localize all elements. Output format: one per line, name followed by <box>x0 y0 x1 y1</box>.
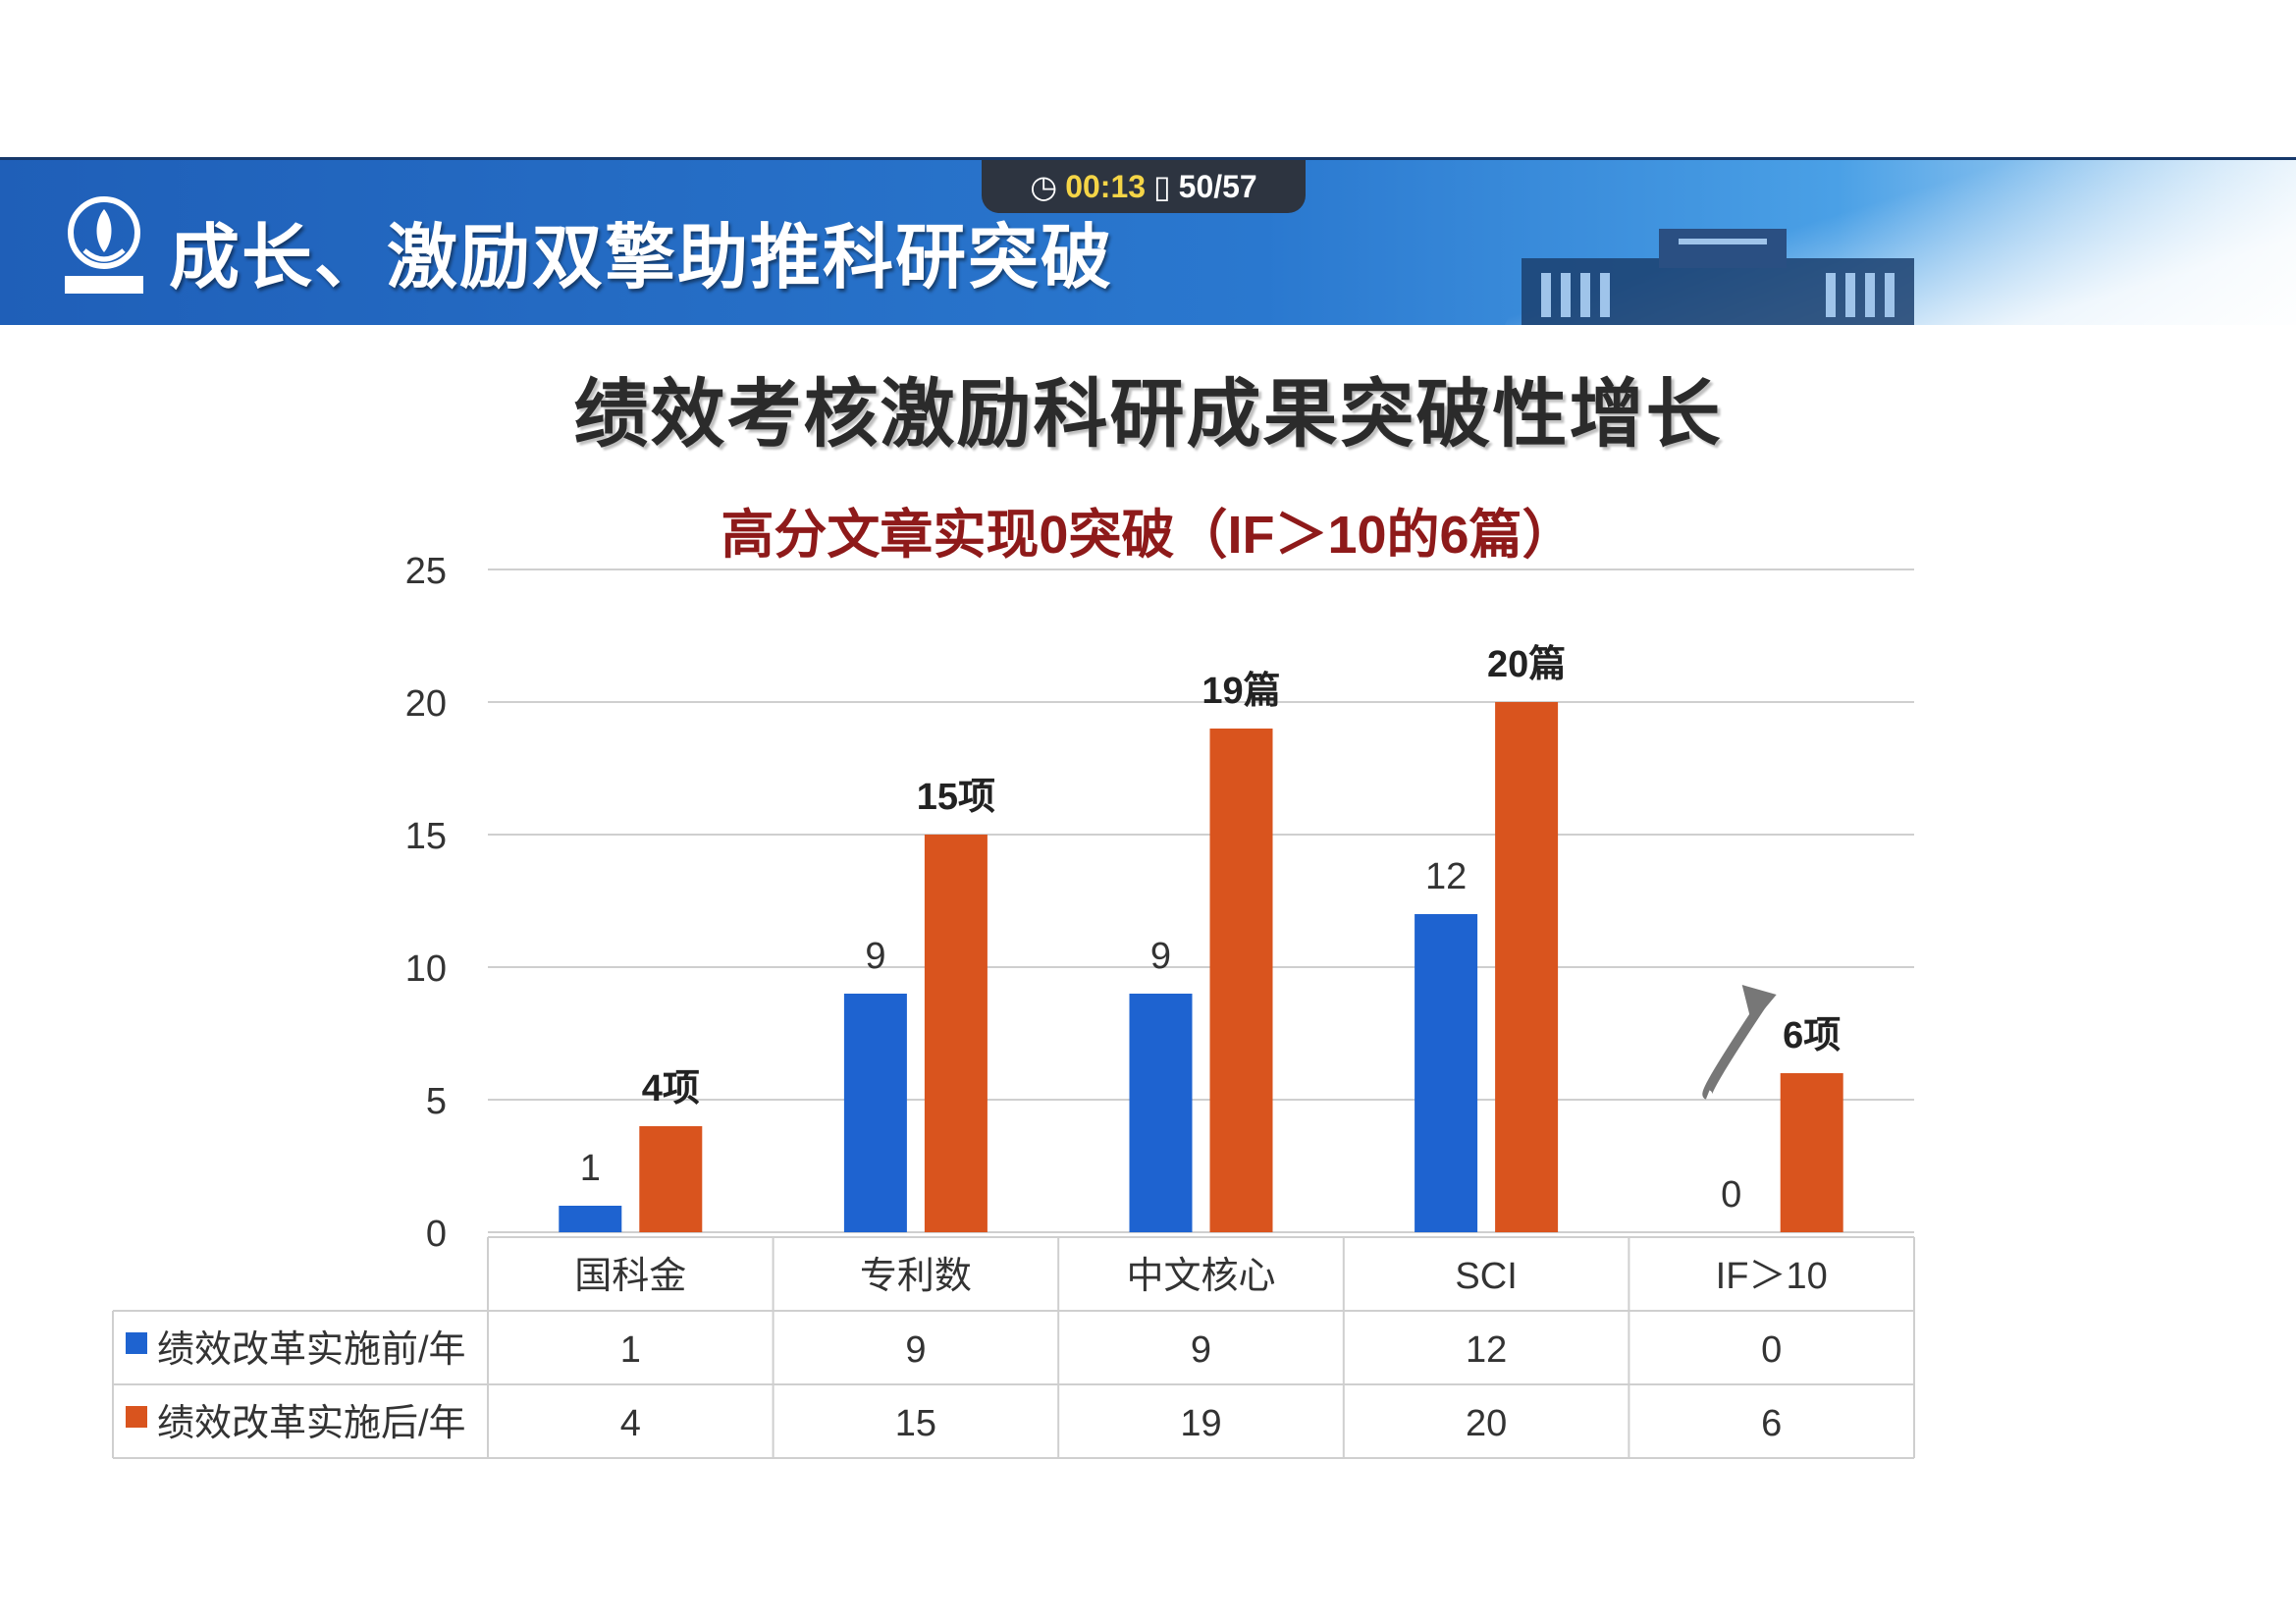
data-label-after: 15项 <box>917 777 995 818</box>
table-cell-before: 0 <box>1761 1329 1782 1371</box>
data-label-before: 9 <box>1150 936 1171 977</box>
bar-after <box>639 1126 703 1232</box>
data-label-after: 6项 <box>1783 1015 1841 1056</box>
bar-after <box>1209 729 1273 1232</box>
page-counter: 50/57 <box>1178 168 1257 204</box>
table-cell-after: 6 <box>1761 1403 1782 1444</box>
slide: 成长、激励双擎助推科研突破 ◷ 00:13 ▯ 50/57 绩效考核激励科研成果… <box>0 157 2296 1463</box>
clock-icon: ◷ <box>1030 169 1058 204</box>
y-tick-label: 20 <box>405 683 447 725</box>
chart-title: 绩效考核激励科研成果突破性增长 <box>573 373 1723 457</box>
table-cell-after: 20 <box>1466 1403 1507 1444</box>
elapsed-time: 00:13 <box>1065 168 1147 204</box>
y-tick-label: 0 <box>426 1214 447 1255</box>
legend-swatch-before <box>126 1332 147 1354</box>
growth-arrow-head <box>1741 985 1777 1024</box>
table-cell-after: 15 <box>895 1403 936 1444</box>
title-banner: 成长、激励双擎助推科研突破 ◷ 00:13 ▯ 50/57 <box>0 157 2296 325</box>
table-cell-after: 19 <box>1180 1403 1221 1444</box>
legend-label-before: 绩效改革实施前/年 <box>157 1329 466 1371</box>
legend-swatch-after <box>126 1406 147 1428</box>
x-category-label: 专利数 <box>860 1256 972 1297</box>
banner-title: 成长、激励双擎助推科研突破 <box>169 219 1114 298</box>
bar-before <box>1415 914 1478 1232</box>
y-tick-label: 10 <box>405 948 447 990</box>
x-category-label: 中文核心 <box>1126 1256 1275 1297</box>
growth-arrow <box>1702 1001 1766 1100</box>
table-cell-before: 9 <box>905 1329 926 1371</box>
table-cell-before: 12 <box>1466 1329 1507 1371</box>
bar-after <box>924 835 988 1232</box>
table-cell-before: 1 <box>620 1329 641 1371</box>
data-label-before: 1 <box>580 1148 601 1189</box>
table-cell-before: 9 <box>1191 1329 1211 1371</box>
data-label-after: 19篇 <box>1201 671 1280 712</box>
y-tick-label: 25 <box>405 551 447 592</box>
data-label-after: 20篇 <box>1487 644 1566 685</box>
table-cell-after: 4 <box>620 1403 641 1444</box>
y-tick-label: 15 <box>405 816 447 857</box>
building-illustration <box>1522 229 1914 325</box>
bar-before <box>559 1206 622 1232</box>
bar-after <box>1495 702 1559 1232</box>
bar-after <box>1780 1073 1843 1232</box>
x-category-label: IF＞10 <box>1716 1256 1828 1297</box>
x-category-label: SCI <box>1455 1256 1517 1297</box>
data-label-before: 9 <box>865 936 885 977</box>
y-tick-label: 5 <box>426 1081 447 1122</box>
x-category-label: 国科金 <box>574 1256 686 1297</box>
chart-subtitle: 高分文章实现0突破（IF＞10的6篇） <box>721 506 1575 565</box>
bar-before <box>1129 994 1193 1232</box>
legend-label-after: 绩效改革实施后/年 <box>157 1403 466 1444</box>
data-label-before: 0 <box>1721 1174 1741 1216</box>
bar-before <box>843 994 907 1232</box>
page-icon: ▯ <box>1153 169 1171 204</box>
presentation-player-bar[interactable]: ◷ 00:13 ▯ 50/57 <box>982 160 1306 213</box>
data-label-before: 12 <box>1425 856 1467 897</box>
hospital-logo-icon <box>65 196 143 294</box>
data-label-after: 4项 <box>642 1068 700 1110</box>
